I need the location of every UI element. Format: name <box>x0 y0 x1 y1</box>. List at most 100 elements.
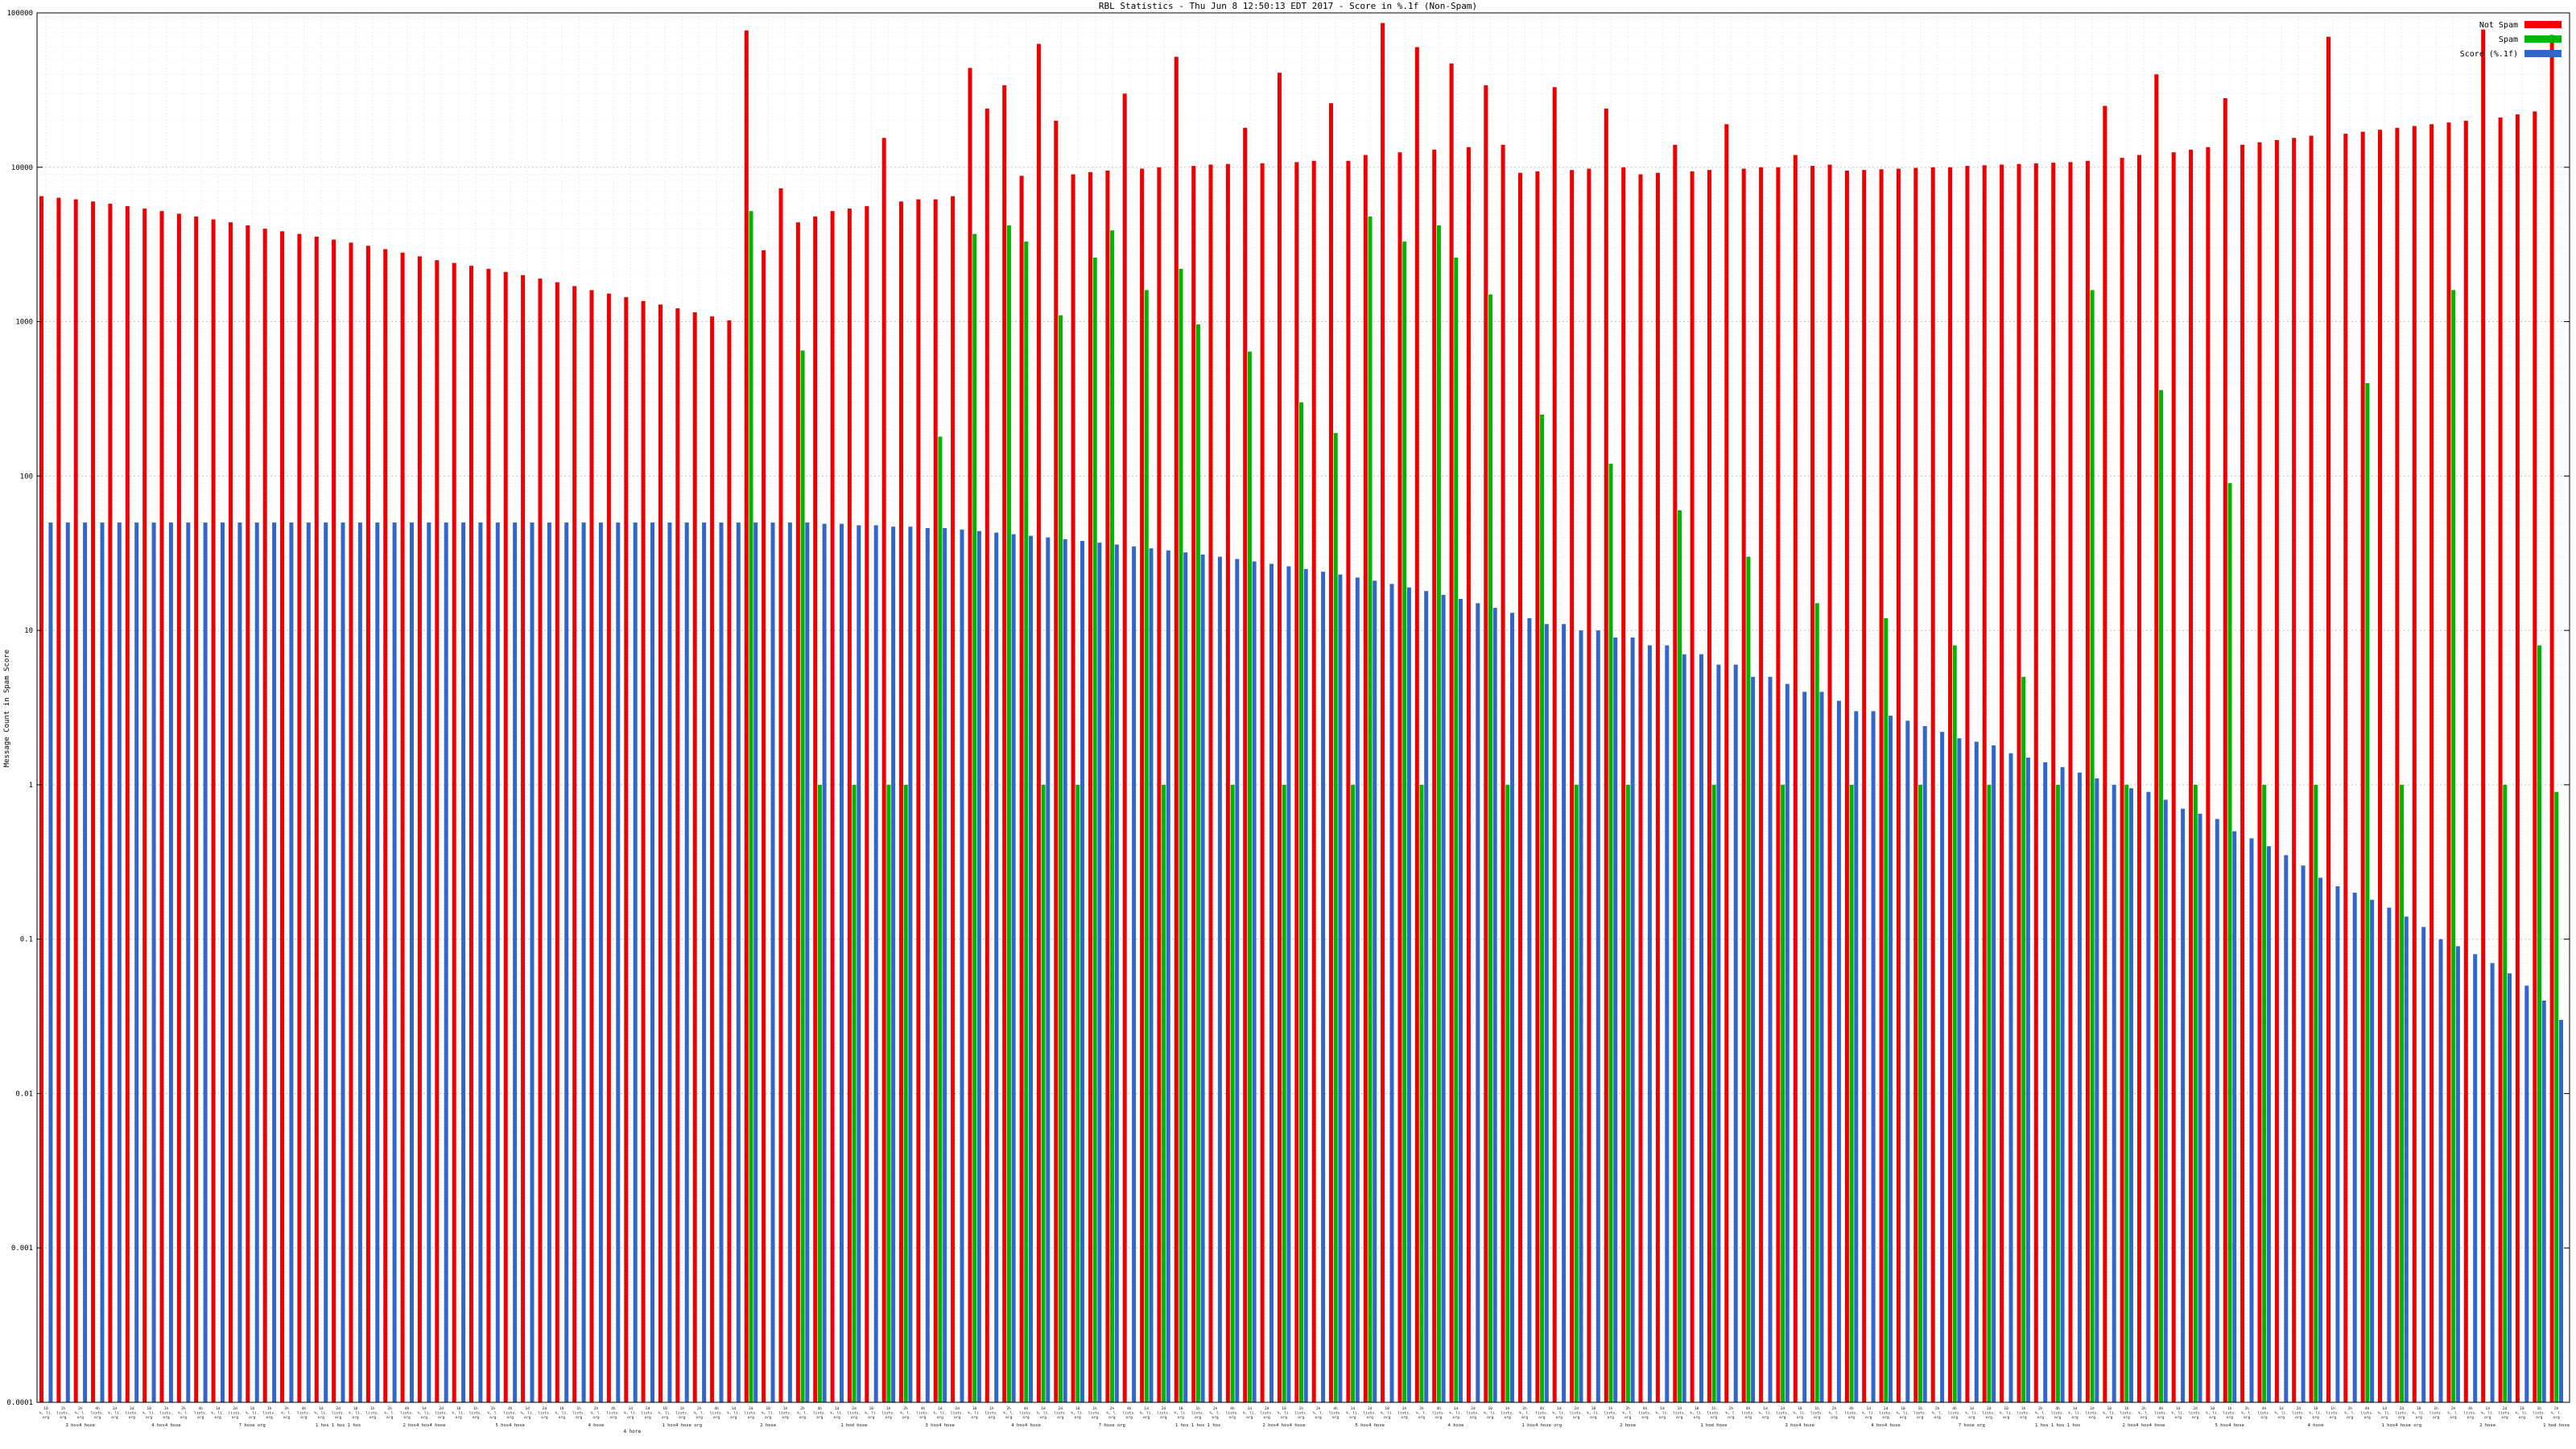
bar-not-spam <box>933 199 938 1403</box>
bar-spam <box>1368 216 1373 1402</box>
x-tick-label: %, l. <box>2448 1410 2459 1415</box>
legend-label-spam: Spam <box>2499 35 2518 44</box>
x-tick-label: 1d <box>938 1406 943 1411</box>
x-tick-label: 2d <box>2090 1406 2095 1411</box>
bar-spam <box>1952 645 1957 1402</box>
x-tick-label: 2h <box>2141 1406 2146 1411</box>
bar-spam <box>1918 784 1922 1402</box>
x-tick-label: lists. <box>1191 1410 1205 1415</box>
x-tick-label: 10 <box>2211 1406 2215 1411</box>
x-tick-label: org <box>541 1416 548 1420</box>
x-tick-label: org <box>1229 1416 1236 1420</box>
bar-not-spam <box>968 68 972 1402</box>
x-tick-label: lists. <box>1054 1410 1067 1415</box>
x-tick-label: lists. <box>159 1410 173 1415</box>
x-tick-label: 2h <box>1832 1406 1837 1411</box>
x-tick-label: org <box>369 1416 377 1420</box>
bar-score <box>2129 788 2133 1402</box>
bar-score <box>976 530 981 1403</box>
bar-score <box>787 522 792 1402</box>
x-tick-label: 2h <box>78 1406 83 1411</box>
bar-score <box>1922 726 1927 1402</box>
bar-spam <box>1024 242 1029 1403</box>
bar-score <box>461 522 466 1402</box>
bar-spam <box>2021 676 2026 1402</box>
x-tick-label: org <box>1143 1416 1150 1420</box>
x-tick-label: org <box>1263 1416 1270 1420</box>
bar-score <box>1132 546 1137 1402</box>
x-tick-label: 2h <box>491 1406 496 1411</box>
x-tick-label: 4h <box>611 1406 616 1411</box>
x-tick-label: 1h <box>2124 1406 2129 1411</box>
bar-not-spam <box>2274 140 2279 1402</box>
bar-spam <box>2400 784 2405 1402</box>
x-tick-label: org <box>1195 1416 1202 1420</box>
x-tick-label: lists. <box>2464 1410 2478 1415</box>
x-tick-label: 10 <box>147 1406 151 1411</box>
x-tick-label: lists. <box>1741 1410 1755 1415</box>
x-tick-label: 2h <box>387 1406 392 1411</box>
bar-not-spam <box>1535 171 1540 1402</box>
x-tick-label: 10 <box>1075 1406 1080 1411</box>
bar-not-spam <box>2051 163 2056 1403</box>
x-tick-label: %, li. <box>933 1410 947 1415</box>
bar-not-spam <box>400 252 405 1402</box>
chart-title: RBL Statistics - Thu Jun 8 12:50:13 EDT … <box>1099 1 1477 11</box>
bar-not-spam <box>280 231 284 1402</box>
x-tick-label: org <box>2398 1416 2405 1420</box>
bar-not-spam <box>176 213 181 1402</box>
bar-score <box>375 522 380 1402</box>
x-tick-label: org <box>1986 1416 1993 1420</box>
bar-score <box>1338 574 1343 1403</box>
bar-not-spam <box>1776 167 1781 1402</box>
bar-score <box>581 522 586 1402</box>
x-tick-label: 2h <box>2554 1406 2559 1411</box>
x-tick-label: %, li. <box>1690 1410 1703 1415</box>
bar-not-spam <box>2257 142 2262 1402</box>
x-tick-label: 2d <box>1884 1406 1889 1411</box>
x-caption: 3 hos4 hose <box>66 1423 95 1428</box>
x-tick-label: 1d <box>1970 1406 1975 1411</box>
x-tick-label: %, li. <box>2068 1410 2082 1415</box>
x-tick-label: org <box>2003 1416 2010 1420</box>
bar-not-spam <box>2360 131 2365 1403</box>
x-tick-label: org <box>576 1416 583 1420</box>
x-tick-label: 1d <box>2382 1406 2387 1411</box>
x-tick-label: org <box>1900 1416 1907 1420</box>
bar-spam <box>1144 290 1149 1402</box>
x-tick-label: org <box>300 1416 308 1420</box>
x-tick-label: org <box>2244 1416 2251 1420</box>
x-tick-label: lists. <box>951 1410 964 1415</box>
bar-score <box>1889 716 1893 1402</box>
bar-score <box>2559 1019 2563 1402</box>
bar-spam <box>1282 784 1286 1402</box>
x-tick-label: %, li. <box>1759 1410 1773 1415</box>
x-tick-label: lists. <box>1948 1410 1962 1415</box>
x-tick-label: 2d <box>1781 1406 1785 1411</box>
bar-score <box>753 522 758 1402</box>
x-tick-label: org <box>1384 1416 1391 1420</box>
bar-spam <box>1884 617 1889 1402</box>
x-tick-label: org <box>1452 1416 1459 1420</box>
bar-spam <box>2159 390 2163 1403</box>
x-tick-label: 10 <box>1179 1406 1183 1411</box>
x-tick-label: lists. <box>2498 1410 2512 1415</box>
x-tick-label: 1h <box>576 1406 581 1411</box>
x-tick-label: 1d <box>2279 1406 2284 1411</box>
x-tick-label: %, li. <box>452 1410 465 1415</box>
plot-frame <box>36 12 2570 1403</box>
bar-score <box>1819 691 1824 1402</box>
x-tick-label: lists. <box>229 1410 242 1415</box>
bar-score <box>2335 886 2340 1402</box>
bar-score <box>1802 691 1807 1402</box>
x-tick-label: 4h <box>405 1406 410 1411</box>
x-tick-label: %, li. <box>521 1410 535 1415</box>
x-tick-label: org <box>2519 1416 2526 1420</box>
x-tick-label: lists. <box>1019 1410 1033 1415</box>
bar-spam <box>817 784 822 1402</box>
bar-spam <box>1987 784 1992 1402</box>
x-tick-label: lists. <box>1467 1410 1480 1415</box>
y-tick-label: 0.01 <box>15 1090 33 1098</box>
x-tick-label: 2h <box>1419 1406 1424 1411</box>
bar-not-spam <box>710 316 715 1403</box>
